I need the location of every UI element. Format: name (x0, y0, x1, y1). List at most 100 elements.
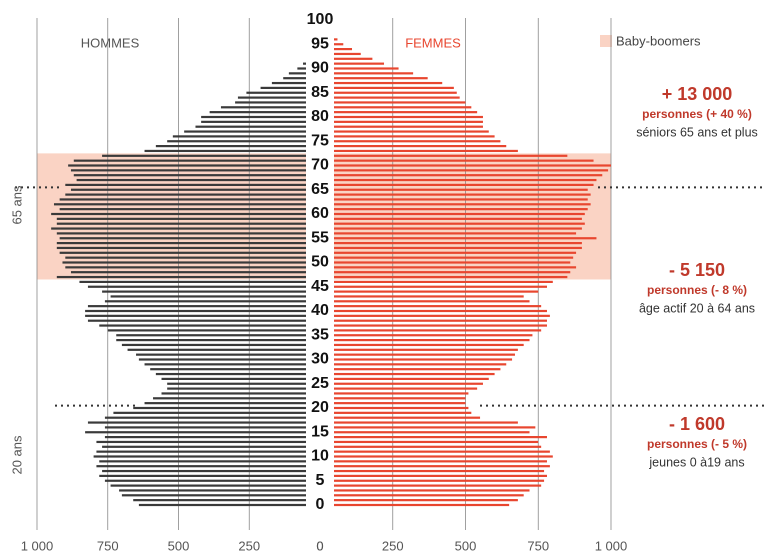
y-tick-label: 30 (311, 351, 329, 368)
bar (320, 397, 466, 400)
bar (161, 377, 320, 380)
bar (87, 319, 320, 322)
y-tick-label: 75 (311, 132, 329, 149)
bar (70, 188, 321, 191)
bar (320, 91, 457, 94)
bar (320, 465, 550, 468)
bar (320, 227, 582, 230)
bar (70, 271, 321, 274)
bar (320, 96, 460, 99)
bar (320, 387, 478, 390)
bar (320, 48, 353, 51)
bar (133, 406, 320, 410)
bar (59, 251, 320, 254)
bar (320, 164, 611, 167)
bar (107, 329, 320, 332)
bar (320, 348, 518, 351)
bar (237, 96, 320, 99)
annotation-value: - 5 150 (669, 260, 725, 280)
bar (320, 392, 469, 395)
bar (85, 431, 320, 434)
age-label: 65 ans (9, 185, 24, 225)
annotation-line1: personnes (- 5 %) (647, 437, 747, 451)
annotation-line2: jeunes 0 à19 ans (648, 455, 744, 469)
bar (121, 494, 321, 497)
bar (320, 314, 550, 317)
bar (184, 130, 320, 133)
bar (65, 266, 320, 269)
bar (246, 91, 320, 94)
y-tick-label: 65 (311, 181, 329, 198)
bar (320, 193, 591, 196)
annotation-value: - 1 600 (669, 414, 725, 434)
bar (320, 169, 609, 172)
bar (320, 402, 466, 405)
bar (320, 411, 472, 414)
bar (138, 358, 320, 361)
bar (320, 212, 585, 216)
bar (51, 212, 321, 216)
bar (113, 411, 320, 414)
bar (320, 431, 530, 434)
bar (51, 227, 321, 230)
bar (201, 115, 320, 119)
bar (116, 339, 321, 342)
bar (320, 266, 577, 269)
bar (195, 125, 320, 128)
bar (320, 203, 591, 206)
bar (99, 460, 320, 463)
bar (136, 353, 320, 356)
bar (320, 305, 542, 308)
bar (320, 125, 483, 128)
y-tick-label: 25 (311, 375, 329, 392)
bar (320, 67, 399, 70)
bar (320, 208, 588, 211)
x-tick-label: 750 (527, 538, 549, 553)
age-column (306, 10, 334, 520)
bar (119, 489, 320, 492)
annotation-line2: âge actif 20 à 64 ans (639, 301, 755, 315)
bar (104, 479, 320, 482)
bar (320, 62, 385, 65)
bar (110, 295, 320, 298)
bar (320, 77, 428, 80)
bar (320, 198, 588, 201)
series-label: HOMMES (81, 35, 140, 50)
bar (320, 455, 553, 458)
bar (104, 416, 320, 419)
bar (320, 111, 478, 114)
bar (283, 77, 320, 80)
bar (320, 159, 594, 162)
x-tick-label: 0 (316, 538, 323, 553)
bar (320, 372, 495, 376)
bar (320, 217, 582, 220)
legend-label: Baby-boomers (616, 33, 701, 48)
bar (320, 135, 495, 138)
bar (320, 329, 542, 332)
y-tick-label: 50 (311, 254, 329, 271)
annotation-line2: séniors 65 ans et plus (636, 125, 758, 139)
bar (102, 469, 320, 473)
bar (320, 489, 530, 492)
bar (320, 237, 597, 240)
bar (320, 120, 483, 123)
y-tick-label: 85 (311, 84, 329, 101)
bar (320, 154, 568, 157)
bar (76, 178, 321, 182)
bar (110, 484, 320, 487)
x-tick-label: 1 000 (21, 538, 54, 553)
y-tick-label: 70 (311, 157, 329, 174)
y-tick-label: 35 (311, 326, 329, 343)
x-tick-label: 0 (316, 538, 323, 553)
bar (320, 86, 454, 89)
bar (320, 440, 539, 444)
bar (320, 469, 545, 473)
bar (320, 382, 483, 385)
bar (320, 188, 588, 191)
bar (220, 106, 320, 109)
bar (59, 237, 320, 240)
bar (320, 256, 574, 259)
bar (85, 314, 320, 317)
bar (320, 358, 513, 361)
